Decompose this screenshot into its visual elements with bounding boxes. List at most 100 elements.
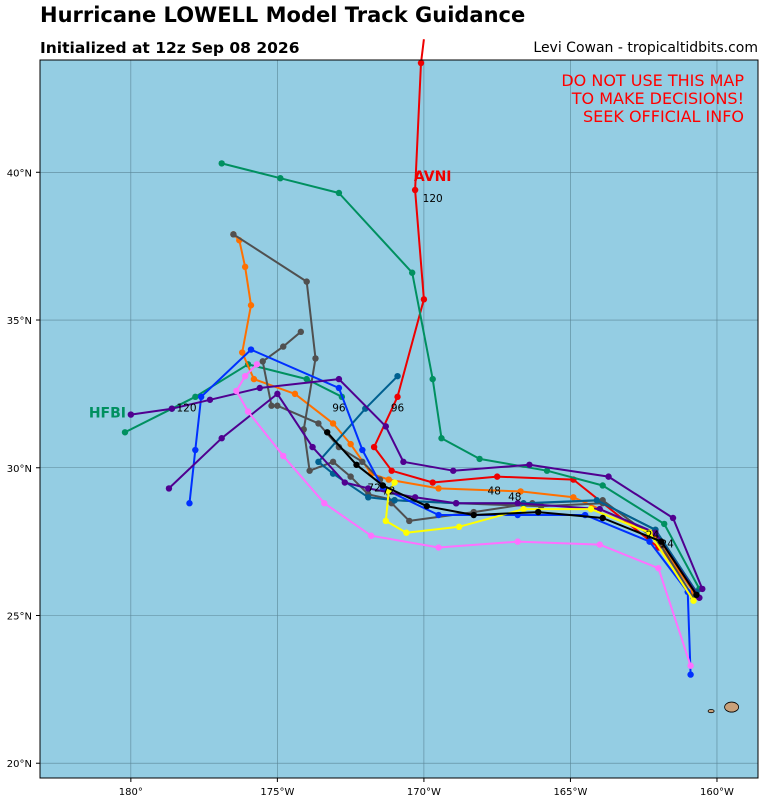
track-line-indigo1 [130, 378, 704, 590]
track-point [408, 269, 416, 276]
track-point [186, 500, 193, 507]
track-point [218, 435, 225, 442]
track-point [365, 494, 372, 501]
track-point [303, 278, 310, 285]
track-point [315, 420, 322, 427]
track-point [370, 443, 378, 451]
track-point [655, 565, 662, 572]
track-point [543, 467, 551, 474]
track-point [693, 591, 700, 599]
track-point [382, 423, 390, 430]
track-point [347, 473, 354, 480]
track-point [646, 529, 653, 536]
track-point [429, 375, 436, 383]
forecast-hour-label: 120 [177, 403, 197, 415]
track-point [394, 372, 401, 380]
map-frame [39, 59, 759, 779]
track-point [353, 461, 360, 468]
track-point [312, 355, 319, 362]
x-tick-label: 175°W [260, 787, 294, 798]
y-tick-label: 35°N [7, 316, 32, 327]
track-point [596, 505, 603, 513]
track-point [335, 375, 343, 383]
forecast-hour-label: 48 [508, 491, 521, 503]
forecast-hour-label: 24 [646, 530, 660, 542]
track-point [452, 500, 460, 507]
forecast-hour-label: 96 [391, 403, 405, 415]
credit-text: Levi Cowan - tropicaltidbits.com [533, 40, 758, 56]
track-point [280, 452, 287, 460]
track-point [493, 473, 501, 480]
track-point [435, 485, 442, 492]
x-tick-label: 170°W [407, 787, 441, 798]
track-point [241, 263, 249, 271]
track-point [535, 508, 542, 516]
track-point [687, 662, 694, 669]
track-point [455, 523, 463, 531]
track-point [303, 375, 310, 383]
model-label: AVNI [414, 169, 452, 185]
track-point [329, 458, 337, 466]
track-point [365, 485, 372, 492]
track-point [291, 390, 299, 398]
track-point [514, 500, 521, 507]
track-point [168, 405, 176, 412]
track-point [347, 440, 354, 448]
track-point [526, 461, 533, 468]
track-point [593, 497, 601, 504]
track-point [192, 393, 199, 401]
track-point [420, 296, 428, 303]
warning-line: SEEK OFFICIAL INFO [583, 107, 744, 126]
track-point [359, 446, 366, 454]
track-point [359, 458, 366, 466]
model-label: HFBI [89, 406, 126, 422]
track-point [297, 328, 305, 336]
track-point [435, 511, 442, 519]
track-point [514, 538, 521, 545]
track-point [587, 505, 595, 513]
track-point [423, 502, 431, 510]
track-point [335, 189, 343, 197]
islands [707, 701, 740, 714]
track-point [658, 538, 665, 545]
track-point [605, 473, 612, 480]
y-tick-label: 30°N [7, 464, 32, 475]
track-point [274, 390, 281, 398]
track-point [306, 467, 313, 474]
track-point [324, 429, 331, 436]
track-point [197, 393, 205, 401]
track-point [476, 455, 483, 463]
track-point [391, 497, 398, 504]
track-point [690, 597, 697, 604]
ocean-background [40, 60, 758, 778]
track-point [596, 541, 603, 548]
track-line-AVNI [373, 39, 698, 593]
island-oahu [724, 701, 740, 713]
track-point [268, 402, 275, 409]
grid-lines [40, 60, 758, 778]
track-point [687, 671, 694, 678]
x-tick-label: 160°W [700, 787, 734, 798]
track-point [277, 174, 284, 182]
track-point [385, 476, 392, 483]
track-point [165, 485, 173, 492]
track-point [379, 482, 387, 489]
track-point [321, 500, 328, 507]
forecast-hour-label: 24 [660, 539, 674, 551]
track-point [599, 482, 606, 489]
track-point [315, 458, 322, 466]
track-point [341, 479, 348, 486]
track-point [400, 458, 407, 466]
track-point [274, 402, 281, 409]
forecast-hour-label: 120 [423, 193, 443, 205]
track-point [417, 59, 425, 67]
track-point [206, 396, 214, 403]
track-point [470, 511, 477, 519]
track-point [403, 529, 410, 536]
track-point [329, 420, 337, 427]
forecast-hour-label: 96 [332, 403, 346, 415]
track-point [127, 411, 135, 418]
x-tick-label: 165°W [553, 787, 587, 798]
